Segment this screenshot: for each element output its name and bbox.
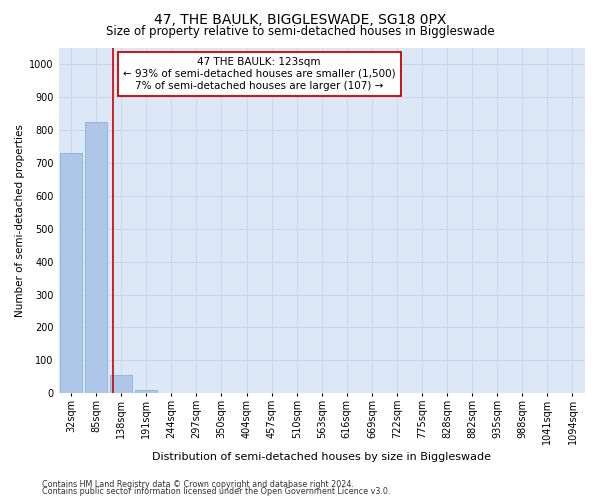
Text: 47 THE BAULK: 123sqm
← 93% of semi-detached houses are smaller (1,500)
7% of sem: 47 THE BAULK: 123sqm ← 93% of semi-detac…	[123, 58, 395, 90]
Bar	[110, 375, 132, 394]
Text: 47, THE BAULK, BIGGLESWADE, SG18 0PX: 47, THE BAULK, BIGGLESWADE, SG18 0PX	[154, 12, 446, 26]
X-axis label: Distribution of semi-detached houses by size in Biggleswade: Distribution of semi-detached houses by …	[152, 452, 491, 462]
Bar	[135, 390, 157, 394]
Bar	[60, 153, 82, 394]
Bar	[85, 122, 107, 394]
Y-axis label: Number of semi-detached properties: Number of semi-detached properties	[15, 124, 25, 317]
Text: Contains public sector information licensed under the Open Government Licence v3: Contains public sector information licen…	[42, 487, 391, 496]
Text: Contains HM Land Registry data © Crown copyright and database right 2024.: Contains HM Land Registry data © Crown c…	[42, 480, 354, 489]
Text: Size of property relative to semi-detached houses in Biggleswade: Size of property relative to semi-detach…	[106, 25, 494, 38]
